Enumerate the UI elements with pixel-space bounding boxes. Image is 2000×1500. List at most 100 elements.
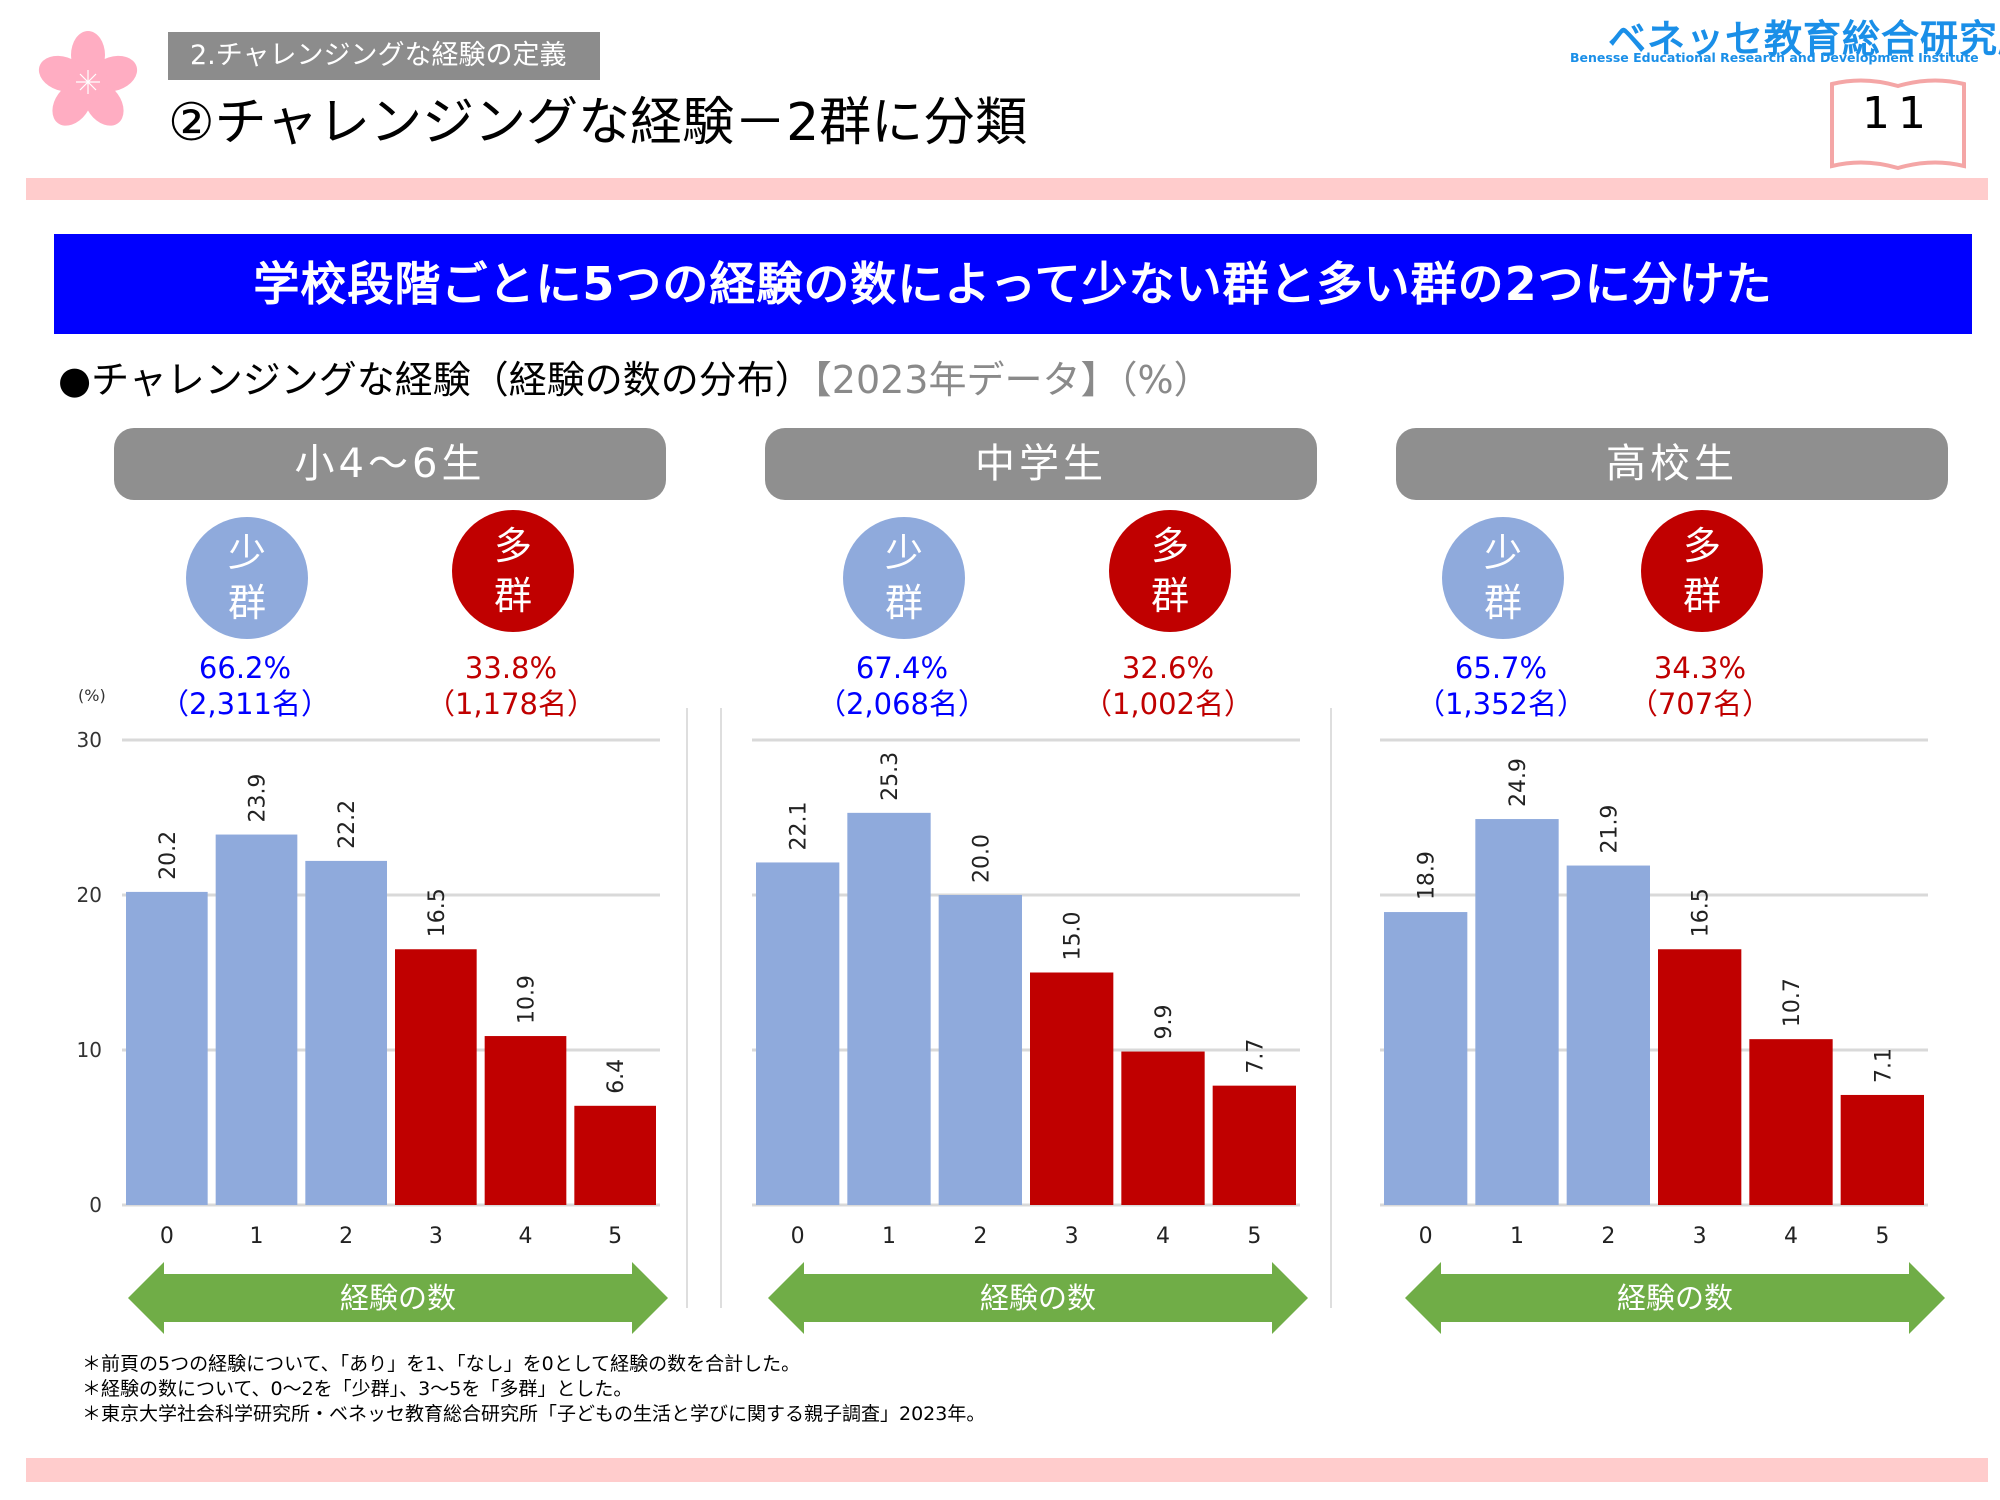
high-group-stat: 33.8% （1,178名） bbox=[381, 650, 641, 722]
data-label: 24.9 bbox=[1506, 758, 1531, 807]
low-group-percent: 66.2% bbox=[198, 651, 292, 685]
experience-count-arrow bbox=[128, 1262, 668, 1334]
x-tick-label: 3 bbox=[1065, 1224, 1079, 1249]
high-group-badge: 多群 bbox=[452, 510, 574, 632]
panel-divider bbox=[686, 708, 688, 1308]
bar bbox=[756, 862, 840, 1205]
data-label: 6.4 bbox=[604, 1059, 629, 1094]
bar-chart-junior-high: 22.1 0 25.3 1 20.0 2 15.0 3 9.9 4 7.7 5 bbox=[752, 738, 1300, 1249]
bar bbox=[305, 860, 387, 1205]
bar bbox=[1030, 972, 1114, 1205]
x-tick-label: 4 bbox=[1784, 1224, 1798, 1249]
summary-banner: 学校段階ごとに5つの経験の数によって少ない群と多い群の2つに分けた bbox=[54, 234, 1972, 334]
bar bbox=[574, 1105, 656, 1205]
bar bbox=[1212, 1085, 1296, 1205]
arrow-label: 経験の数 bbox=[1616, 1281, 1733, 1315]
y-tick-label: 30 bbox=[77, 728, 102, 752]
arrow-label: 経験の数 bbox=[339, 1281, 456, 1315]
low-group-stat: 65.7% （1,352名） bbox=[1371, 650, 1631, 722]
x-tick-label: 2 bbox=[339, 1224, 353, 1249]
x-tick-label: 4 bbox=[1156, 1224, 1170, 1249]
open-book-icon bbox=[1830, 78, 1966, 171]
x-tick-label: 5 bbox=[608, 1224, 622, 1249]
data-label: 22.1 bbox=[787, 801, 812, 850]
low-group-badge: 少群 bbox=[186, 517, 308, 639]
bar bbox=[1749, 1039, 1833, 1205]
y-tick-label: 20 bbox=[77, 883, 102, 907]
bar bbox=[484, 1036, 567, 1205]
high-group-count: （1,178名） bbox=[425, 687, 597, 721]
x-tick-label: 4 bbox=[519, 1224, 533, 1249]
data-label: 20.2 bbox=[156, 831, 181, 880]
x-tick-label: 3 bbox=[429, 1224, 443, 1249]
panel-divider bbox=[1330, 708, 1332, 1308]
high-group-count: （707名） bbox=[1628, 687, 1772, 721]
bar bbox=[847, 812, 931, 1205]
low-group-percent: 65.7% bbox=[1454, 651, 1548, 685]
low-group-count: （2,068名） bbox=[816, 687, 988, 721]
bar bbox=[1475, 819, 1559, 1205]
low-group-char1: 少 bbox=[227, 531, 266, 575]
data-label: 16.5 bbox=[425, 888, 450, 937]
y-tick-label: 0 bbox=[89, 1193, 102, 1217]
low-group-char2: 群 bbox=[227, 581, 266, 625]
bar bbox=[395, 949, 477, 1205]
high-group-char2: 群 bbox=[1150, 574, 1189, 618]
footer-bar bbox=[26, 1458, 1988, 1482]
bar bbox=[215, 834, 298, 1205]
x-tick-label: 2 bbox=[1601, 1224, 1615, 1249]
x-tick-label: 1 bbox=[882, 1224, 896, 1249]
panel-divider bbox=[720, 708, 722, 1308]
subtitle-data-year: 【2023年データ】（%） bbox=[812, 358, 1212, 402]
bar bbox=[1121, 1051, 1205, 1205]
high-group-char1: 多 bbox=[493, 524, 532, 568]
page-number: 11 bbox=[1862, 88, 1934, 139]
panel-header-elementary: 小4～6生 bbox=[114, 428, 666, 500]
footnote: ＊東京大学社会科学研究所・ベネッセ教育総合研究所「子どもの生活と学びに関する親子… bbox=[82, 1403, 986, 1425]
low-group-percent: 67.4% bbox=[855, 651, 949, 685]
x-tick-label: 0 bbox=[791, 1224, 805, 1249]
high-group-char2: 群 bbox=[493, 574, 532, 618]
high-group-char1: 多 bbox=[1682, 524, 1721, 568]
y-tick-label: 10 bbox=[77, 1038, 102, 1062]
x-tick-label: 5 bbox=[1247, 1224, 1261, 1249]
high-group-badge: 多群 bbox=[1109, 510, 1231, 632]
high-group-char2: 群 bbox=[1682, 574, 1721, 618]
x-tick-label: 3 bbox=[1693, 1224, 1707, 1249]
low-group-char2: 群 bbox=[884, 581, 923, 625]
x-tick-label: 0 bbox=[160, 1224, 174, 1249]
bar-chart-elementary: 0 10 20 30 20.2 0 23.9 1 22.2 2 16.5 3 10.9 4 6.4 5 bbox=[77, 728, 660, 1249]
data-label: 10.9 bbox=[515, 975, 540, 1024]
data-label: 23.9 bbox=[246, 774, 271, 823]
sakura-icon bbox=[38, 31, 138, 126]
low-group-char2: 群 bbox=[1483, 581, 1522, 625]
panel-header-high-school: 高校生 bbox=[1396, 428, 1948, 500]
page-title: ②チャレンジングな経験－2群に分類 bbox=[168, 93, 1028, 153]
footnotes: ＊前頁の5つの経験について、「あり」を1、「なし」を0として経験の数を合計した。… bbox=[82, 1352, 985, 1427]
low-group-char1: 少 bbox=[884, 531, 923, 575]
high-group-badge: 多群 bbox=[1641, 510, 1763, 632]
high-group-percent: 33.8% bbox=[464, 651, 558, 685]
high-group-stat: 34.3% （707名） bbox=[1570, 650, 1830, 722]
panel-header-junior-high: 中学生 bbox=[765, 428, 1317, 500]
bar bbox=[1384, 912, 1468, 1205]
data-label: 25.3 bbox=[878, 752, 903, 801]
arrow-label: 経験の数 bbox=[979, 1281, 1096, 1315]
data-label: 18.9 bbox=[1415, 851, 1440, 900]
bar bbox=[1566, 865, 1650, 1205]
low-group-stat: 66.2% （2,311名） bbox=[115, 650, 375, 722]
data-label: 10.7 bbox=[1780, 978, 1805, 1027]
data-label: 9.9 bbox=[1152, 1005, 1177, 1040]
footnote: ＊前頁の5つの経験について、「あり」を1、「なし」を0として経験の数を合計した。 bbox=[82, 1353, 801, 1375]
x-tick-label: 5 bbox=[1875, 1224, 1889, 1249]
bar bbox=[1840, 1094, 1924, 1205]
subtitle-main: ●チャレンジングな経験（経験の数の分布） bbox=[58, 358, 813, 402]
y-axis-unit: (%) bbox=[78, 686, 106, 705]
bar-chart-high-school: 18.9 0 24.9 1 21.9 2 16.5 3 10.7 4 7.1 5 bbox=[1380, 738, 1928, 1249]
section-tag: 2.チャレンジングな経験の定義 bbox=[168, 32, 600, 80]
low-group-count: （1,352名） bbox=[1415, 687, 1587, 721]
bar bbox=[938, 895, 1022, 1205]
low-group-badge: 少群 bbox=[843, 517, 965, 639]
x-tick-label: 1 bbox=[250, 1224, 264, 1249]
low-group-stat: 67.4% （2,068名） bbox=[772, 650, 1032, 722]
